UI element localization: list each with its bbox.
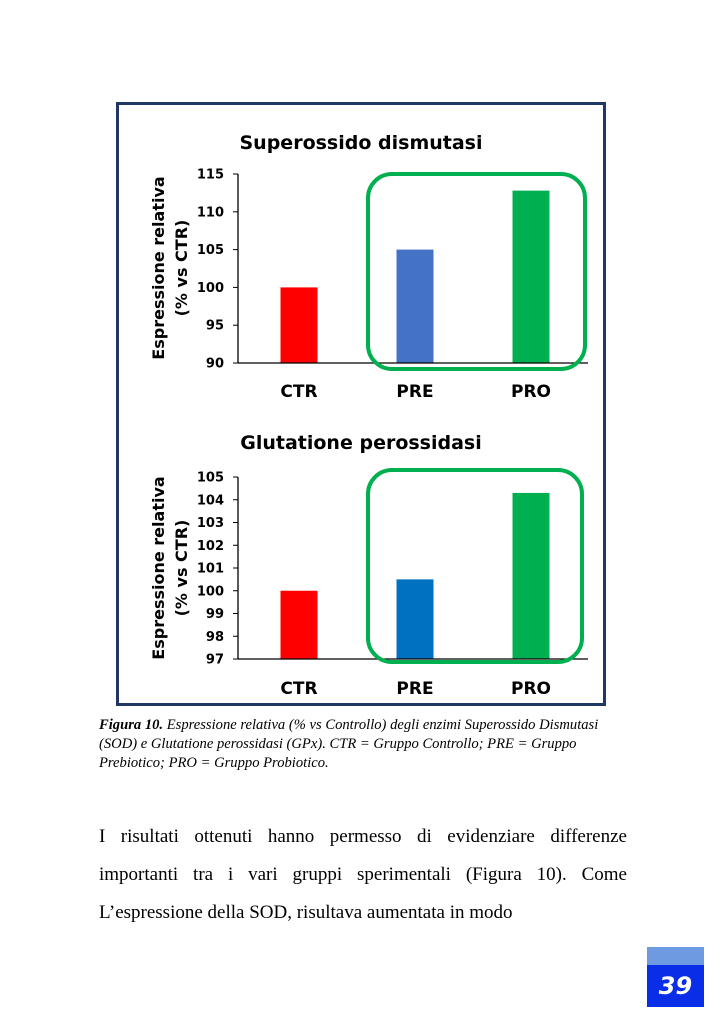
y-tick-label: 97	[206, 653, 224, 668]
y-tick-label: 104	[197, 493, 224, 508]
chart-title: Superossido dismutasi	[240, 132, 483, 154]
x-category-label: PRO	[511, 679, 551, 699]
figure-caption: Figura 10. Espressione relativa (% vs Co…	[99, 716, 631, 773]
y-tick-label: 99	[206, 607, 224, 622]
y-tick-label: 105	[197, 243, 224, 258]
bar-ctr	[280, 590, 318, 659]
bar-ctr	[280, 287, 318, 363]
y-tick-label: 102	[197, 539, 224, 554]
y-tick-label: 101	[197, 562, 224, 577]
figure-frame: Superossido dismutasi Espressione relativ…	[116, 102, 606, 706]
x-category-label: CTR	[280, 382, 317, 402]
y-axis-subtitle: (% vs CTR)	[172, 220, 191, 317]
chart-title: Glutatione perossidasi	[240, 432, 482, 454]
y-tick-label: 98	[206, 630, 224, 645]
bar-pre	[396, 579, 434, 659]
x-category-label: PRE	[396, 679, 433, 699]
y-tick-label: 90	[206, 357, 224, 372]
y-tick-label: 95	[206, 319, 224, 334]
y-tick-label: 100	[197, 584, 224, 599]
highlight-box	[366, 172, 587, 371]
page-number-badge: 39	[647, 947, 704, 1007]
y-tick-label: 110	[197, 205, 224, 220]
y-tick-label: 100	[197, 281, 224, 296]
x-category-label: PRO	[511, 382, 551, 402]
y-tick-label: 115	[197, 168, 224, 183]
bar-pre	[396, 249, 434, 363]
y-tick-label: 105	[197, 471, 224, 486]
charts-svg: Superossido dismutasi Espressione relativ…	[149, 132, 588, 699]
x-category-label: CTR	[280, 679, 317, 699]
body-paragraph: I risultati ottenuti hanno permesso di e…	[99, 826, 627, 923]
y-axis-title: Espressione relativa	[149, 476, 168, 659]
y-axis-subtitle: (% vs CTR)	[172, 520, 191, 617]
caption-text: Espressione relativa (% vs Controllo) de…	[99, 717, 599, 771]
y-axis-title: Espressione relativa	[149, 176, 168, 359]
bar-pro	[512, 492, 550, 659]
page-number: 39	[658, 972, 693, 1000]
highlight-box	[366, 468, 584, 664]
x-category-label: PRE	[396, 382, 433, 402]
body-text: I risultati ottenuti hanno permesso di e…	[99, 818, 627, 932]
y-tick-label: 103	[197, 516, 224, 531]
bar-pro	[512, 190, 550, 363]
caption-label: Figura 10.	[99, 717, 164, 733]
